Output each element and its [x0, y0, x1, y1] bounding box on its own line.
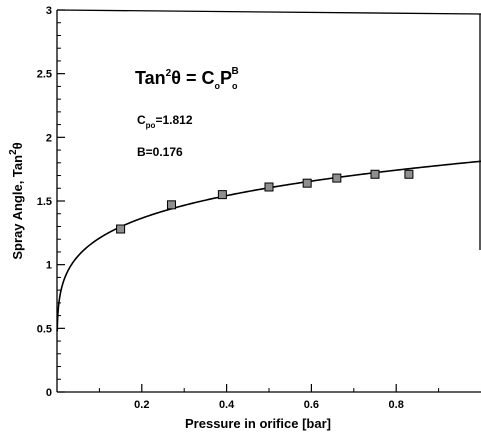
top-frame-line: [56, 9, 481, 15]
x-axis-title: Pressure in orifice [bar]: [185, 416, 331, 431]
x-tick-label: 0.4: [219, 399, 235, 411]
data-point: [217, 190, 227, 200]
y-tick-label: 1: [46, 260, 52, 272]
y-tick-label: 0.5: [37, 323, 52, 335]
x-tick-label: 0.8: [389, 399, 404, 411]
x-tick-label: 0.6: [304, 399, 319, 411]
data-point: [302, 178, 312, 188]
y-tick-label: 3: [46, 5, 52, 17]
b-parameter-label: B=0.176: [137, 145, 183, 159]
y-tick-label: 1.5: [37, 196, 52, 208]
data-point: [370, 169, 380, 179]
fit-curve: [56, 160, 481, 332]
y-tick-label: 2.5: [37, 69, 52, 81]
ticks: [57, 9, 440, 393]
y-axis-title: Spray Angle, Tan2θ: [8, 142, 25, 259]
data-point: [264, 182, 274, 192]
c-parameter-label: Cpo=1.812: [137, 113, 193, 130]
y-tick-label: 0: [46, 387, 52, 399]
equation-label: Tan2θ = CoPoB: [135, 66, 239, 91]
data-point: [332, 173, 342, 183]
tick-labels: 0 0.5 1 1.5 2 2.5 3 0.2 0.4 0.6 0.8: [37, 5, 404, 411]
data-point: [404, 169, 414, 179]
data-point: [116, 224, 126, 234]
y-tick-label: 2: [46, 132, 52, 144]
data-point: [166, 200, 176, 210]
data-markers: [116, 169, 414, 234]
x-tick-label: 0.2: [134, 399, 149, 411]
plot-axes: [56, 9, 481, 393]
